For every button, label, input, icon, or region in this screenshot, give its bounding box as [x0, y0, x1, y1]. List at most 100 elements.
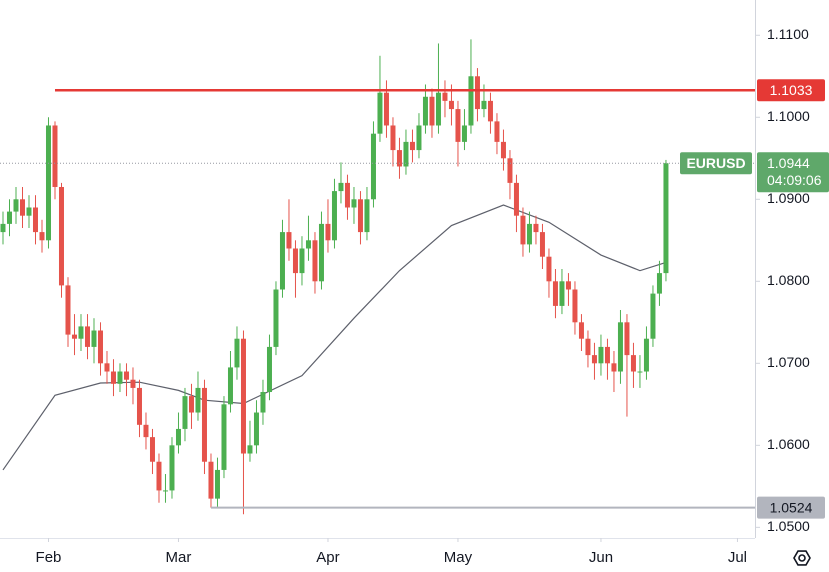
- candle-body: [240, 338, 246, 454]
- candle-body: [58, 186, 64, 286]
- candle-body: [6, 211, 12, 224]
- level-label: 1.1033: [770, 82, 813, 98]
- candle-body: [513, 182, 519, 216]
- candle-body: [604, 346, 610, 364]
- candle-body: [481, 100, 487, 110]
- candle-body: [123, 371, 129, 380]
- candle-body: [591, 355, 597, 364]
- x-tick-label: Feb: [36, 549, 62, 566]
- last-price-label: 1.0944: [767, 155, 810, 171]
- x-tick-label: Jun: [589, 549, 613, 566]
- candle-body: [45, 125, 51, 241]
- candle-body: [357, 199, 363, 233]
- candle-body: [338, 182, 344, 192]
- x-tick-label: May: [444, 549, 473, 566]
- candle-body: [474, 76, 480, 110]
- candle-body: [617, 322, 623, 372]
- candle-body: [292, 248, 298, 274]
- y-tick-label: 1.0600: [767, 436, 810, 452]
- candle-body: [351, 199, 357, 208]
- candle-body: [539, 232, 545, 257]
- gear-hole: [798, 554, 806, 562]
- candle-body: [429, 96, 435, 126]
- candle-body: [312, 240, 318, 282]
- candle-body: [494, 121, 500, 142]
- candle-body: [182, 396, 188, 429]
- candle-body: [520, 215, 526, 245]
- candle-body: [364, 199, 370, 233]
- symbol-box: [680, 152, 752, 175]
- countdown-label: 04:09:06: [767, 172, 822, 188]
- candle-body: [650, 293, 656, 339]
- candle-body: [214, 469, 220, 499]
- candle-body: [0, 223, 6, 233]
- candle-body: [526, 223, 532, 245]
- candle-body: [409, 141, 415, 151]
- candle-body: [130, 379, 136, 388]
- candle-body: [455, 109, 461, 142]
- level-label-box: [757, 79, 825, 102]
- candle-body: [500, 141, 506, 159]
- candle-body: [643, 338, 649, 372]
- candle-body: [97, 330, 103, 364]
- candle-body: [110, 371, 116, 384]
- last-price-box: [757, 152, 829, 193]
- candle-body: [396, 150, 402, 167]
- candle-body: [39, 232, 45, 241]
- candle-body: [383, 92, 389, 126]
- candle-body: [325, 223, 331, 241]
- candle-body: [65, 285, 71, 335]
- candle-body: [565, 281, 571, 290]
- candle-body: [234, 338, 240, 368]
- candle-body: [156, 461, 162, 491]
- candle-body: [578, 322, 584, 339]
- candle-body: [598, 346, 604, 364]
- candle-body: [370, 133, 376, 200]
- y-tick-label: 1.0800: [767, 272, 810, 288]
- candle-body: [487, 100, 493, 122]
- candle-body: [260, 392, 266, 413]
- candle-body: [78, 326, 84, 339]
- candle-body: [435, 92, 441, 126]
- candle-body: [318, 223, 324, 282]
- candle-body: [442, 92, 448, 101]
- y-tick-label: 1.1000: [767, 108, 810, 124]
- candle-body: [104, 363, 110, 372]
- y-tick-label: 1.1100: [767, 26, 809, 42]
- candle-body: [149, 437, 155, 462]
- candle-body: [91, 330, 97, 347]
- candle-body: [117, 371, 123, 384]
- candle-body: [247, 445, 253, 454]
- candle-body: [624, 322, 630, 356]
- y-tick-label: 1.0700: [767, 354, 810, 370]
- candle-body: [143, 424, 149, 438]
- candle-body: [19, 199, 25, 216]
- x-tick-label: Jul: [728, 549, 747, 566]
- candle-body: [136, 387, 142, 425]
- candle-body: [221, 404, 227, 470]
- candle-body: [507, 158, 513, 183]
- candle-body: [331, 191, 337, 241]
- candle-body: [84, 326, 90, 347]
- candle-body: [552, 281, 558, 306]
- candle-body: [533, 223, 539, 233]
- settings-button[interactable]: [793, 550, 811, 566]
- candle-body: [13, 199, 19, 212]
- candle-body: [422, 96, 428, 126]
- candle-body: [195, 387, 201, 413]
- candle-body: [266, 346, 272, 393]
- x-tick-label: Apr: [316, 549, 339, 566]
- candle-body: [32, 207, 38, 233]
- candle-body: [52, 125, 58, 187]
- candle-body: [188, 396, 194, 413]
- candle-body: [559, 281, 565, 306]
- candle-body: [572, 289, 578, 323]
- candle-body: [286, 232, 292, 249]
- symbol-label: EURUSD: [686, 155, 745, 171]
- candle-body: [344, 182, 350, 208]
- candle-body: [175, 428, 181, 446]
- candle-body: [585, 338, 591, 356]
- y-tick-label: 1.0500: [767, 518, 810, 534]
